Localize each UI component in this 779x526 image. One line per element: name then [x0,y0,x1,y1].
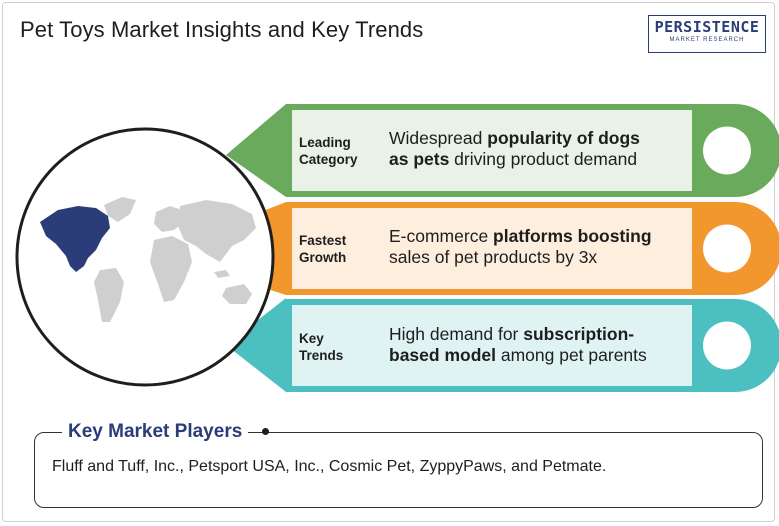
desc-bold: platforms boosting [493,226,652,246]
page-title: Pet Toys Market Insights and Key Trends [20,17,424,42]
label-line-1: Key [299,331,324,346]
africa-shape [150,236,192,302]
desc-text: among pet parents [495,345,647,365]
desc-bold: as pets [389,149,450,169]
label-line-1: Fastest [299,233,347,248]
desc-text: sales of pet products by 3x [389,247,598,267]
desc-text: E-commerce [389,226,494,246]
teal-connector [226,298,286,392]
insight-label-leading-category: Leading Category [299,134,384,168]
persistence-logo: PERSISTENCE MARKET RESEARCH [648,15,766,53]
logo-wordmark: PERSISTENCE [654,18,760,36]
green-connector [226,104,286,197]
map-circle [15,127,275,387]
label-line-1: Leading [299,135,351,150]
orange-banner-circle [703,224,751,273]
desc-text: driving product demand [449,149,638,169]
desc-bold: subscription- [523,324,635,344]
south-america-shape [94,268,124,322]
teal-banner-panel [292,305,692,386]
insight-label-fastest-growth: Fastest Growth [299,232,384,266]
greenland-shape [104,197,136,222]
islands-shape [214,270,230,278]
insight-desc-key-trends: High demand for subscription- based mode… [389,324,701,366]
players-title: Key Market Players [62,421,249,443]
australia-shape [222,284,252,304]
desc-bold: popularity of dogs [487,128,640,148]
players-list: Fluff and Tuff, Inc., Petsport USA, Inc.… [52,458,607,475]
logo-tagline: MARKET RESEARCH [669,37,745,43]
players-box [34,432,763,508]
desc-bold: based model [389,345,496,365]
asia-shape [178,200,256,262]
europe-shape [154,206,184,232]
label-line-2: Growth [299,250,347,265]
orange-banner-panel [292,208,692,289]
world-map [94,197,256,322]
green-banner-panel [292,110,692,191]
label-line-2: Category [299,152,358,167]
desc-text: High demand for [389,324,524,344]
insight-desc-fastest-growth: E-commerce platforms boosting sales of p… [389,226,701,268]
label-line-2: Trends [299,348,344,363]
insight-desc-leading-category: Widespread popularity of dogs as pets dr… [389,128,701,170]
players-dot-right [262,428,269,435]
insight-label-key-trends: Key Trends [299,330,384,364]
desc-text: Widespread [389,128,488,148]
green-banner-circle [703,126,751,175]
north-america-highlight [40,206,110,272]
teal-banner-circle [703,321,751,370]
